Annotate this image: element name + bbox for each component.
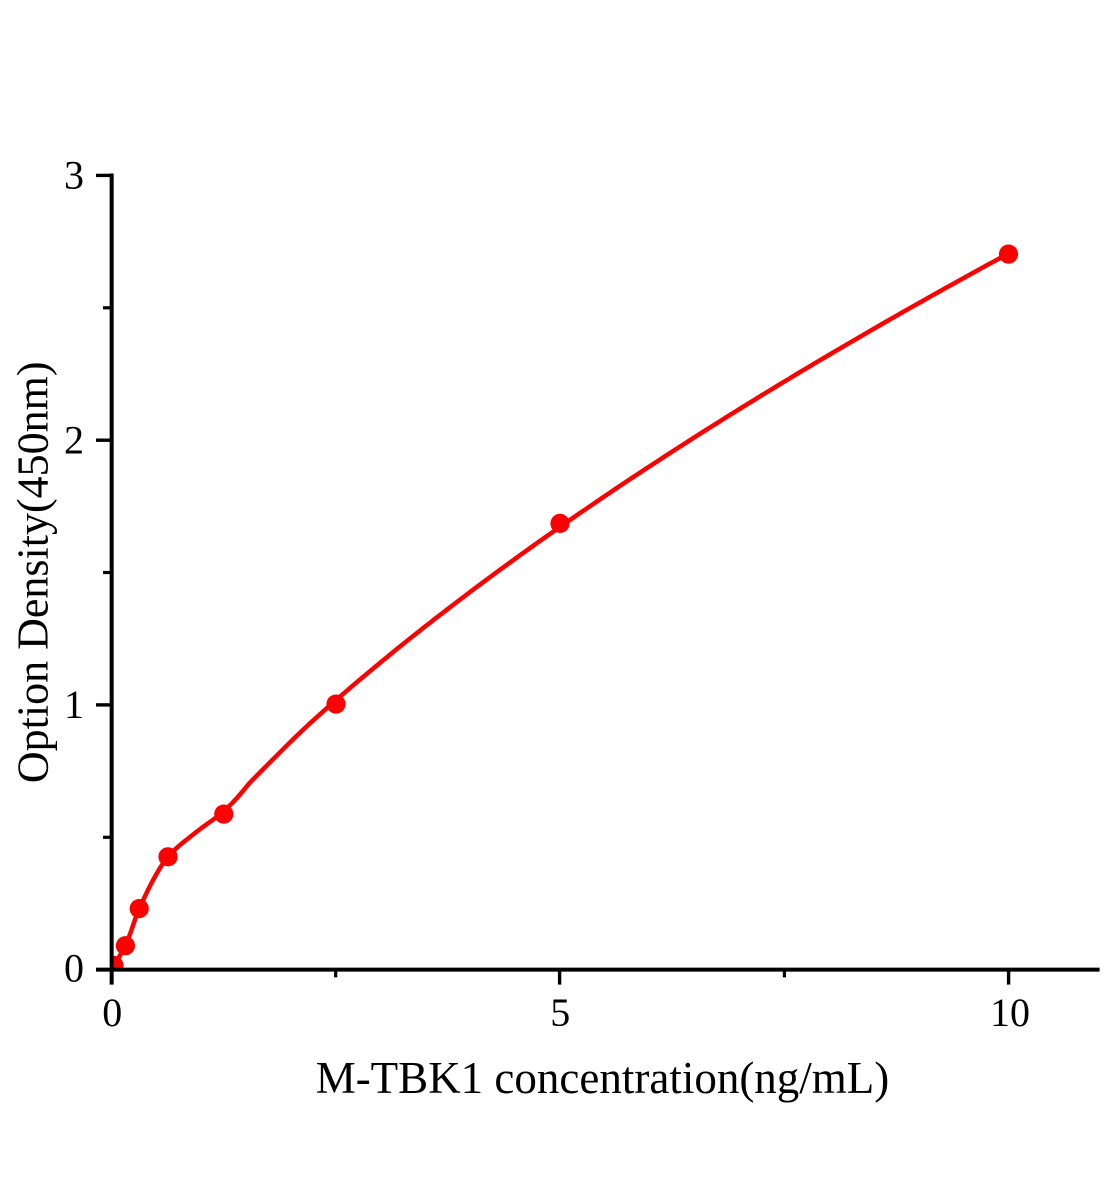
svg-text:Option Density(450nm): Option Density(450nm)	[9, 361, 58, 783]
svg-text:5: 5	[550, 990, 570, 1035]
svg-text:0: 0	[102, 990, 122, 1035]
svg-text:10: 10	[990, 990, 1030, 1035]
svg-text:1: 1	[64, 682, 84, 727]
svg-text:0: 0	[64, 946, 84, 991]
svg-text:M-TBK1 concentration(ng/mL): M-TBK1 concentration(ng/mL)	[316, 1053, 890, 1103]
svg-text:3: 3	[64, 153, 84, 198]
svg-text:2: 2	[64, 417, 84, 462]
